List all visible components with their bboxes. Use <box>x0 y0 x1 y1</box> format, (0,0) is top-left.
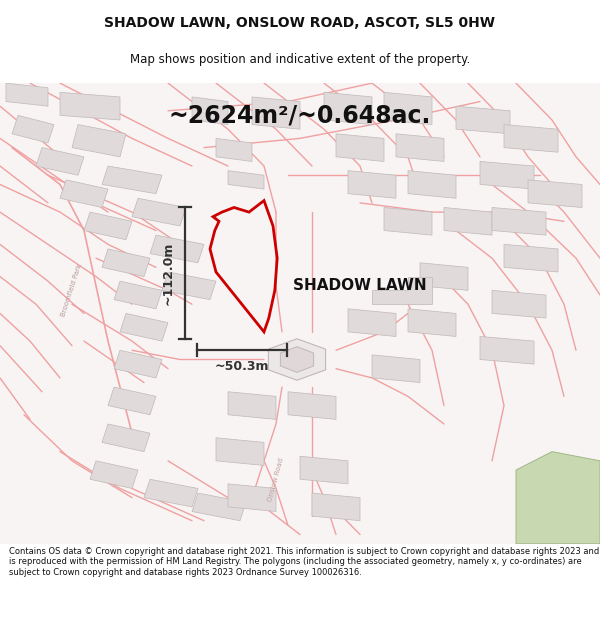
Polygon shape <box>84 212 132 240</box>
Text: ~2624m²/~0.648ac.: ~2624m²/~0.648ac. <box>169 103 431 127</box>
Polygon shape <box>150 235 204 262</box>
Text: SHADOW LAWN: SHADOW LAWN <box>293 278 427 293</box>
Polygon shape <box>36 148 84 175</box>
Polygon shape <box>384 92 432 124</box>
Polygon shape <box>252 97 300 129</box>
Text: ~112.0m: ~112.0m <box>161 241 175 305</box>
Text: Onslow Road: Onslow Road <box>267 457 285 502</box>
Polygon shape <box>504 124 558 152</box>
Polygon shape <box>228 392 276 419</box>
Polygon shape <box>420 262 468 291</box>
Polygon shape <box>144 479 198 507</box>
Polygon shape <box>492 291 546 318</box>
Polygon shape <box>372 355 420 382</box>
Polygon shape <box>408 309 456 336</box>
Polygon shape <box>372 277 432 304</box>
Polygon shape <box>504 244 558 272</box>
Polygon shape <box>396 134 444 161</box>
Text: ~50.3m: ~50.3m <box>215 360 269 373</box>
Polygon shape <box>114 281 162 309</box>
Polygon shape <box>102 424 150 452</box>
Polygon shape <box>324 92 372 124</box>
Polygon shape <box>192 97 228 124</box>
Polygon shape <box>516 452 600 544</box>
Polygon shape <box>408 171 456 198</box>
Polygon shape <box>268 339 326 380</box>
Polygon shape <box>192 493 246 521</box>
Polygon shape <box>12 116 54 143</box>
Polygon shape <box>162 272 216 299</box>
Polygon shape <box>72 124 126 157</box>
Polygon shape <box>456 106 510 134</box>
Polygon shape <box>114 350 162 378</box>
Polygon shape <box>132 198 186 226</box>
Polygon shape <box>102 166 162 194</box>
Polygon shape <box>444 208 492 235</box>
Polygon shape <box>90 461 138 489</box>
Polygon shape <box>348 171 396 198</box>
Text: Broomfield Park: Broomfield Park <box>61 263 83 318</box>
Text: SHADOW LAWN, ONSLOW ROAD, ASCOT, SL5 0HW: SHADOW LAWN, ONSLOW ROAD, ASCOT, SL5 0HW <box>104 16 496 30</box>
Polygon shape <box>6 83 48 106</box>
Polygon shape <box>102 249 150 277</box>
Polygon shape <box>108 387 156 415</box>
Polygon shape <box>216 438 264 466</box>
Polygon shape <box>480 336 534 364</box>
Polygon shape <box>480 161 534 189</box>
Polygon shape <box>280 347 314 372</box>
Polygon shape <box>228 484 276 511</box>
Polygon shape <box>228 171 264 189</box>
Polygon shape <box>348 309 396 336</box>
Polygon shape <box>492 208 546 235</box>
Polygon shape <box>216 138 252 161</box>
Polygon shape <box>60 92 120 120</box>
Text: Contains OS data © Crown copyright and database right 2021. This information is : Contains OS data © Crown copyright and d… <box>9 547 599 577</box>
Polygon shape <box>336 134 384 161</box>
Polygon shape <box>60 180 108 208</box>
Polygon shape <box>312 493 360 521</box>
Polygon shape <box>300 456 348 484</box>
Text: Map shows position and indicative extent of the property.: Map shows position and indicative extent… <box>130 53 470 66</box>
Polygon shape <box>528 180 582 208</box>
Polygon shape <box>384 208 432 235</box>
Polygon shape <box>288 392 336 419</box>
Polygon shape <box>120 314 168 341</box>
